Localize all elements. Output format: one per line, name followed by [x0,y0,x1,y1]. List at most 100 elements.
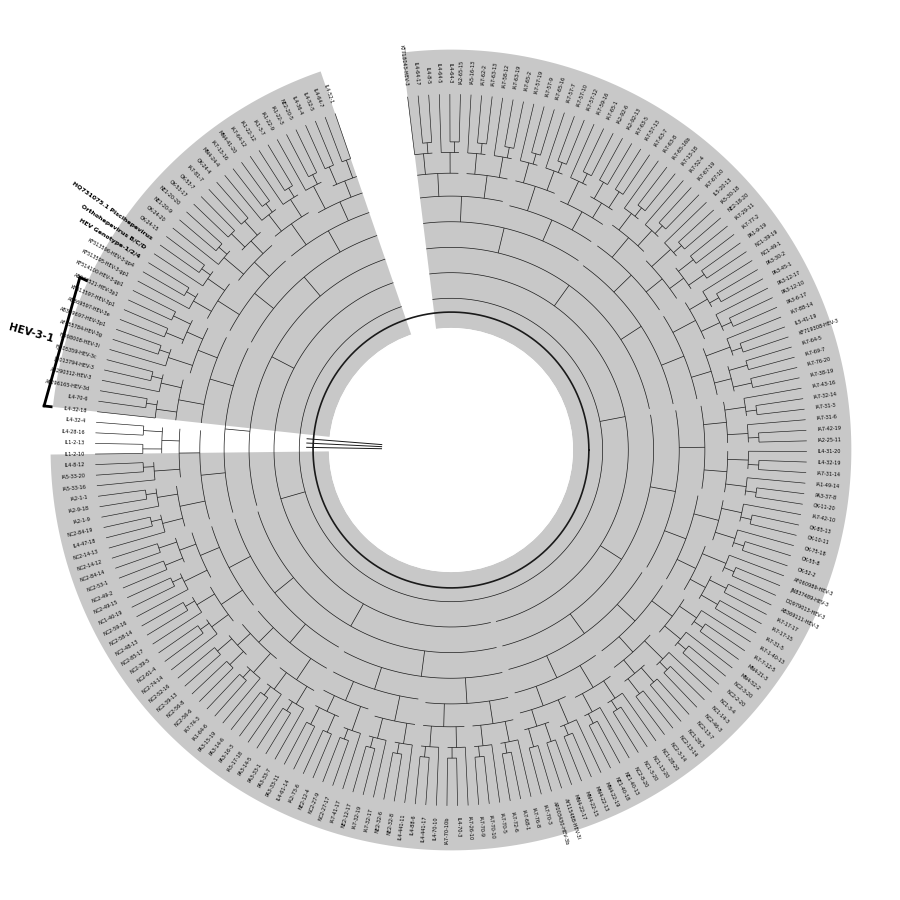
Text: IL4-70-10: IL4-70-10 [433,816,438,840]
Text: IL4-52-5: IL4-52-5 [302,92,313,112]
Text: OK-53-7: OK-53-7 [178,174,195,191]
Text: IL4-8-12: IL4-8-12 [64,463,85,468]
Text: NC2-84-14: NC2-84-14 [79,570,106,583]
Text: IA2-65-15: IA2-65-15 [458,59,464,84]
Text: IL4-88-6: IL4-88-6 [410,814,417,835]
Text: IA7-63-5: IA7-63-5 [635,115,650,136]
Text: IA7-57-9: IA7-57-9 [544,76,554,97]
Text: IA5-16-13: IA5-16-13 [469,59,475,85]
Text: HEV-3-1: HEV-3-1 [7,322,55,344]
Text: AB290312-HEV-3: AB290312-HEV-3 [50,367,92,381]
Text: IA7-26-10: IA7-26-10 [466,816,472,841]
Text: AB369111-HEV-3: AB369111-HEV-3 [779,608,820,630]
Text: IA7-32-17: IA7-32-17 [364,807,374,832]
Text: PA3-6-17: PA3-6-17 [786,292,808,305]
Text: JN837489-HEV-3: JN837489-HEV-3 [789,588,829,608]
Text: NC1-28-3: NC1-28-3 [686,728,705,749]
Text: IA2-1-9: IA2-1-9 [73,517,92,525]
Text: NE1-40-13: NE1-40-13 [623,771,640,796]
Text: MN4-52-2: MN4-52-2 [739,672,761,691]
Text: KF513597-HEV-3p1: KF513597-HEV-3p1 [69,284,115,308]
Text: IA7-42-19: IA7-42-19 [817,426,842,432]
Text: IA2-9-18: IA2-9-18 [68,506,89,514]
Text: NC2-85-17: NC2-85-17 [121,648,145,666]
Text: IA7-74-3: IA7-74-3 [184,716,202,733]
Text: IA7-1-40-13: IA7-1-40-13 [759,645,786,665]
Text: IA7-70-10b: IA7-70-10b [444,816,449,844]
Text: IA7-65-1: IA7-65-1 [606,99,619,120]
Text: AB369597-HEV-3e: AB369597-HEV-3e [67,296,111,318]
Text: NC2-13-7: NC2-13-7 [695,721,714,742]
Text: NC1-14-3: NC1-14-3 [710,706,730,725]
Text: IA7-57-7: IA7-57-7 [565,82,577,104]
Text: NC2-61-4: NC2-61-4 [136,666,158,684]
Text: IA7-58-12: IA7-58-12 [501,63,510,87]
Text: IA7-32-19: IA7-32-19 [352,805,363,829]
Text: NC1-3-4: NC1-3-4 [718,698,736,715]
Text: KF513595-HEV-3-gp1: KF513595-HEV-3-gp1 [81,248,130,278]
Text: NE2-32-8: NE2-32-8 [386,812,395,835]
Text: PA3-33-11: PA3-33-11 [266,773,282,797]
Text: OK-24-20: OK-24-20 [145,205,166,223]
Text: IA1-64-6: IA1-64-6 [192,723,210,742]
Text: NE2-12-4: NE2-12-4 [298,787,311,810]
Text: NC2-14-12: NC2-14-12 [76,559,103,572]
Text: IA5-17-18: IA5-17-18 [226,750,244,772]
Text: NE1-20-9: NE1-20-9 [152,196,173,215]
Text: NC2-49-15: NC2-49-15 [93,600,119,616]
Text: IA7-57-19: IA7-57-19 [534,69,544,94]
Text: PA1-9-19: PA1-9-19 [748,221,769,239]
Text: IA1-3-7: IA1-3-7 [251,119,265,137]
Text: IL1-2-13: IL1-2-13 [64,440,85,445]
Text: NC2-27-17: NC2-27-17 [318,795,331,822]
Text: IA7-76-20: IA7-76-20 [807,357,832,367]
Text: JQ013794-HEV-3: JQ013794-HEV-3 [53,356,94,370]
Text: OK-55-8: OK-55-8 [800,556,821,567]
Text: PA3-37-8: PA3-37-8 [814,492,837,500]
Text: NC2-13-14: NC2-13-14 [678,735,698,759]
Text: PA3-12-10: PA3-12-10 [781,280,806,295]
Text: IA7-42-10: IA7-42-10 [811,514,835,524]
Text: NC2-53-1: NC2-53-1 [86,580,110,593]
Text: Orthohepevirus B/C/D: Orthohepevirus B/C/D [80,203,147,250]
Text: KT718043-HEV-3: KT718043-HEV-3 [399,45,409,86]
Text: IA7-17-15: IA7-17-15 [770,626,793,643]
Text: OK-24-15: OK-24-15 [139,214,159,232]
Text: IA7-57-13: IA7-57-13 [644,118,662,141]
Text: PA3-30-2: PA3-30-2 [766,251,788,266]
Text: IA7-63-8: IA7-63-8 [662,133,679,154]
Text: NC2-49-2: NC2-49-2 [91,590,114,604]
Text: FJ998008-HEV-3i: FJ998008-HEV-3i [58,332,100,349]
Text: NC2-58-14: NC2-58-14 [108,629,133,646]
Text: IA7-52-4: IA7-52-4 [688,155,706,174]
Text: NC2-39-13: NC2-39-13 [156,691,178,713]
Text: IA7-70-3: IA7-70-3 [542,804,552,825]
Text: IL4-31-20: IL4-31-20 [817,449,841,454]
Text: NC2-74-14: NC2-74-14 [140,675,165,695]
Text: IA1-22-12: IA1-22-12 [238,120,256,143]
Text: IL1-2-10: IL1-2-10 [64,452,85,457]
Text: OK-24-4: OK-24-4 [195,158,212,176]
Text: KF719308-HEV-3: KF719308-HEV-3 [797,318,839,336]
Text: IL4-32-4: IL4-32-4 [65,418,86,424]
Text: IL4-70-6: IL4-70-6 [68,394,88,402]
Text: IA7-67-19: IA7-67-19 [697,160,716,181]
Text: IA7-43-16: IA7-43-16 [812,380,836,389]
Text: NC2-3-20: NC2-3-20 [733,681,753,699]
Text: IA7-32-14: IA7-32-14 [814,392,838,400]
Text: IA1-22-9: IA1-22-9 [259,111,274,131]
Text: MN4-41-20: MN4-41-20 [217,130,238,155]
Text: IA7-13-18: IA7-13-18 [680,145,699,166]
Text: IL4-64-5: IL4-64-5 [436,63,441,84]
Text: IA7-17-17: IA7-17-17 [775,617,798,633]
Text: NC2-46-3: NC2-46-3 [702,714,722,734]
Text: IA2-92-13: IA2-92-13 [626,106,642,130]
Text: AB369697-HEV-3p1: AB369697-HEV-3p1 [59,307,107,328]
Text: HQ731075.1 Piscihepevirus: HQ731075.1 Piscihepevirus [71,181,153,241]
Text: IA7-59-16: IA7-59-16 [596,91,610,115]
Text: MN4-21-3: MN4-21-3 [746,663,769,682]
Text: IA7-88-14: IA7-88-14 [790,302,815,315]
Text: DQ979013-HEV-3: DQ979013-HEV-3 [785,598,826,620]
Text: IA7-29-11: IA7-29-11 [734,202,756,221]
Text: PA3-45-1: PA3-45-1 [771,261,793,275]
